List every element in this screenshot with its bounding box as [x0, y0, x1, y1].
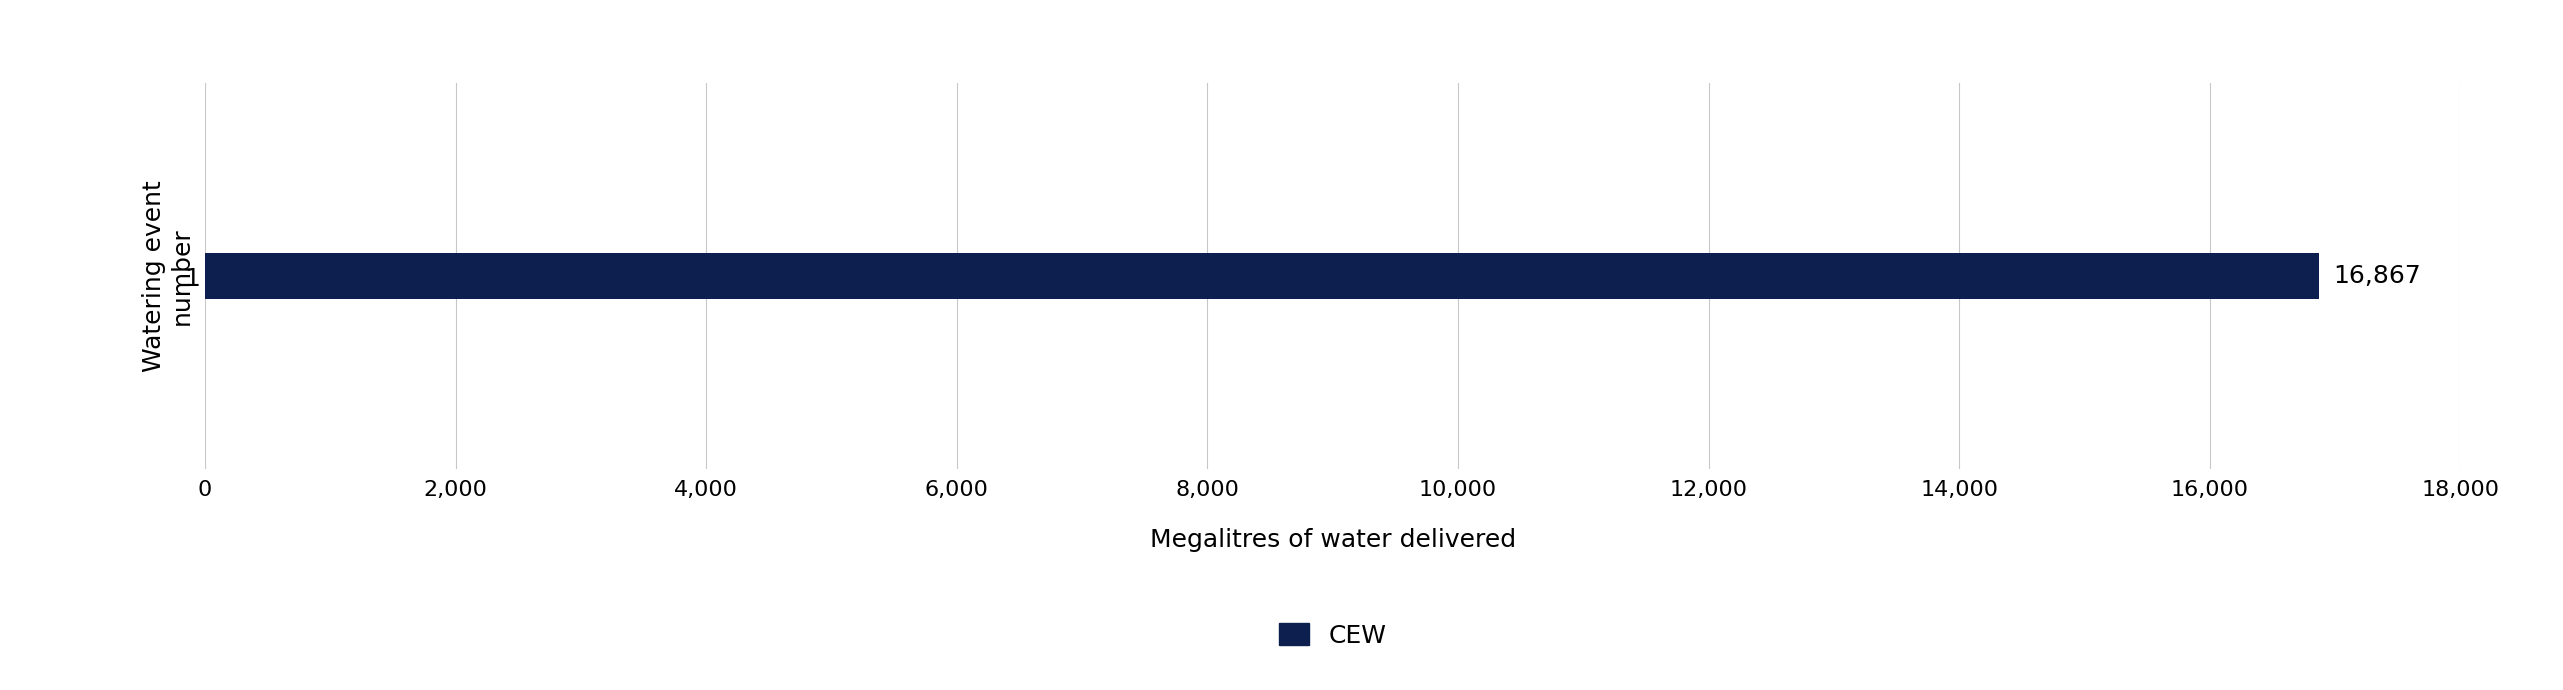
Y-axis label: Watering event
number: Watering event number — [141, 180, 195, 372]
Legend: CEW: CEW — [1269, 613, 1397, 658]
Text: 16,867: 16,867 — [2332, 264, 2422, 288]
Bar — [205, 253, 2320, 299]
X-axis label: Megalitres of water delivered: Megalitres of water delivered — [1151, 528, 1515, 552]
